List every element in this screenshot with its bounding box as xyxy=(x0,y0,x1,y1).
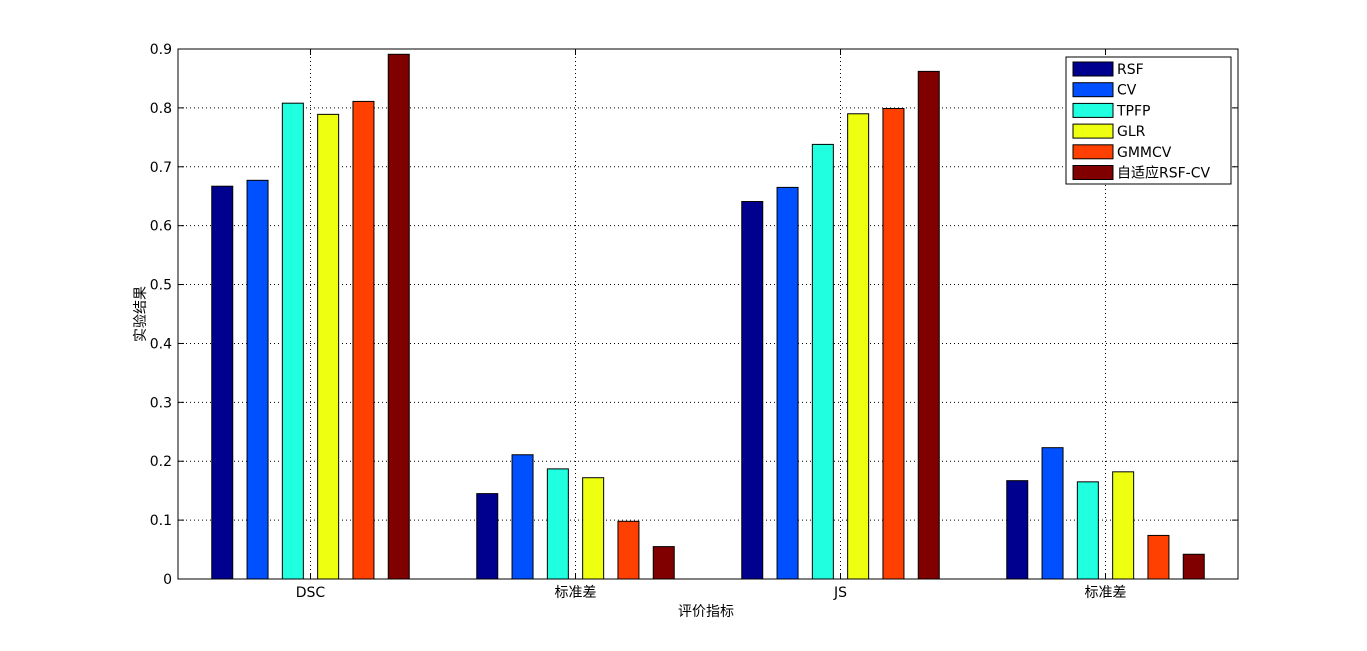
bar xyxy=(511,454,534,580)
legend-swatch xyxy=(1072,144,1114,160)
legend-label: GLR xyxy=(1117,124,1146,140)
x-axis-label: 评价指标 xyxy=(678,604,734,620)
x-tick-label: 标准差 xyxy=(555,585,597,601)
x-tick-label: 标准差 xyxy=(1085,585,1127,601)
legend-swatch xyxy=(1072,102,1114,118)
bar xyxy=(847,113,870,580)
bar xyxy=(1112,471,1135,580)
bar xyxy=(811,143,834,580)
bar xyxy=(476,493,499,580)
bar xyxy=(582,477,605,580)
bar xyxy=(1041,447,1064,580)
y-tick-label: 0.9 xyxy=(150,42,172,58)
legend-swatch xyxy=(1072,123,1114,139)
y-tick-label: 0 xyxy=(163,572,172,588)
y-tick-label: 0.1 xyxy=(150,513,172,529)
x-tick-label: JS xyxy=(833,585,847,601)
bar xyxy=(1182,553,1205,580)
bars xyxy=(211,53,1205,580)
legend-swatch xyxy=(1072,82,1114,98)
y-tick-label: 0.5 xyxy=(150,278,172,294)
y-tick-label: 0.4 xyxy=(150,336,172,352)
bar xyxy=(211,185,234,580)
bar xyxy=(882,107,905,580)
y-tick-label: 0.8 xyxy=(150,101,172,117)
legend-swatch xyxy=(1072,61,1114,77)
bar xyxy=(776,186,799,580)
x-tick-label: DSC xyxy=(296,585,326,601)
bar xyxy=(387,53,410,580)
bar xyxy=(246,179,269,580)
y-tick-label: 0.3 xyxy=(150,395,172,411)
bar xyxy=(652,546,675,580)
x-tick-labels: DSC 标准差 JS 标准差 xyxy=(296,585,1127,601)
bar xyxy=(1006,480,1029,580)
bar xyxy=(317,113,340,580)
bar xyxy=(281,102,304,580)
legend-label: TPFP xyxy=(1116,103,1151,119)
bar xyxy=(617,520,640,580)
legend-label: CV xyxy=(1117,83,1137,99)
y-axis-label: 实验结果 xyxy=(133,286,149,342)
bar xyxy=(741,201,764,580)
legend-swatch xyxy=(1072,165,1114,180)
bar xyxy=(352,100,375,580)
y-tick-label: 0.2 xyxy=(150,454,172,470)
legend-label: RSF xyxy=(1117,62,1144,78)
legend-label: 自适应RSF-CV xyxy=(1117,165,1210,182)
y-tick-label: 0.7 xyxy=(150,160,172,176)
bar xyxy=(917,70,940,580)
bar xyxy=(1076,481,1099,580)
legend-label: GMMCV xyxy=(1117,145,1172,161)
y-tick-labels: 0 0.1 0.2 0.3 0.4 0.5 0.6 0.7 0.8 0.9 xyxy=(150,42,172,588)
bar xyxy=(1147,534,1170,580)
axis-ticks xyxy=(178,48,1238,580)
bar xyxy=(546,468,569,580)
y-tick-label: 0.6 xyxy=(150,219,172,235)
legend: RSF CV TPFP GLR GMMCV 自适应RSF-CV xyxy=(1065,56,1232,185)
legend-box xyxy=(1065,56,1232,185)
plot-area-frame xyxy=(177,48,1239,580)
